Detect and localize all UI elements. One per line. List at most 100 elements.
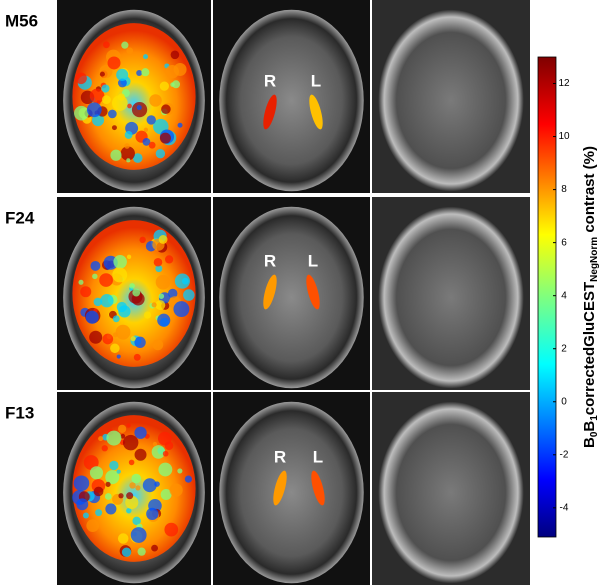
cest-blob bbox=[173, 301, 190, 318]
cest-blob bbox=[105, 503, 117, 515]
cest-blob bbox=[164, 255, 174, 264]
cest-blob bbox=[136, 105, 142, 111]
cest-blob bbox=[167, 288, 178, 299]
cest-blob bbox=[130, 527, 147, 543]
image-panel bbox=[372, 392, 530, 585]
cest-blob bbox=[155, 274, 171, 290]
cest-blob bbox=[78, 279, 84, 285]
cest-blob bbox=[126, 158, 131, 163]
colorbar-tick-label: 0 bbox=[561, 396, 567, 407]
cest-blob bbox=[157, 313, 171, 327]
cest-blob bbox=[149, 94, 162, 107]
cest-blob bbox=[95, 509, 103, 517]
cest-blob bbox=[101, 84, 110, 93]
cest-blob bbox=[73, 475, 90, 492]
cest-blob bbox=[159, 81, 169, 91]
cest-blob bbox=[134, 336, 146, 348]
colorbar-tick-label: -4 bbox=[560, 502, 569, 513]
cest-blob bbox=[143, 311, 152, 319]
cest-blob bbox=[93, 486, 104, 497]
cest-blob bbox=[155, 148, 166, 159]
cest-blob bbox=[124, 131, 133, 139]
cest-blob bbox=[158, 462, 173, 477]
cest-blob bbox=[130, 336, 136, 342]
cest-blob bbox=[92, 273, 98, 280]
colorbar-tick-label: 4 bbox=[561, 290, 567, 301]
roi-label: L bbox=[313, 447, 323, 466]
image-panel bbox=[372, 197, 530, 390]
cest-blob bbox=[135, 485, 141, 491]
image-panel bbox=[57, 197, 211, 390]
cest-blob bbox=[136, 70, 143, 77]
cest-blob bbox=[126, 508, 132, 514]
cest-blob bbox=[162, 450, 169, 457]
label-part: B bbox=[581, 421, 598, 432]
cest-blob bbox=[131, 473, 142, 484]
cest-blob bbox=[121, 41, 129, 49]
cest-blob bbox=[112, 315, 120, 323]
cest-blob bbox=[152, 339, 164, 351]
head bbox=[219, 9, 364, 192]
cest-blob bbox=[110, 343, 120, 354]
cest-blob bbox=[82, 512, 89, 519]
cest-blob bbox=[126, 423, 131, 428]
cest-blob bbox=[118, 305, 131, 318]
head bbox=[219, 206, 364, 389]
roi-label: L bbox=[311, 71, 321, 90]
cest-blob bbox=[155, 265, 163, 273]
roi bbox=[263, 94, 277, 130]
cest-blob bbox=[134, 448, 147, 461]
cest-blob bbox=[86, 519, 100, 532]
cest-blob bbox=[117, 533, 129, 544]
cest-blob bbox=[183, 289, 195, 301]
cest-blob bbox=[112, 332, 118, 338]
cest-blob bbox=[126, 47, 134, 55]
cest-blob bbox=[107, 56, 121, 70]
cest-blob bbox=[101, 445, 108, 452]
cest-blob bbox=[105, 470, 120, 485]
cest-blob bbox=[132, 288, 141, 297]
roi bbox=[311, 470, 325, 506]
cest-blob bbox=[106, 430, 122, 446]
cest-blob bbox=[111, 95, 128, 111]
row-label: M56 bbox=[5, 11, 38, 30]
cest-blob bbox=[141, 68, 150, 77]
cest-blob bbox=[105, 481, 111, 487]
cest-blob bbox=[103, 41, 110, 49]
colorbar-ticks: -4 -2 0 2 4 6 8 10 12 bbox=[553, 78, 570, 513]
cest-blob bbox=[98, 436, 104, 442]
cest-blob bbox=[118, 424, 127, 433]
cest-blob bbox=[117, 78, 127, 88]
cest-blob bbox=[101, 95, 111, 105]
cest-blob bbox=[155, 300, 166, 311]
cest-blob bbox=[116, 469, 121, 474]
cest-blob bbox=[152, 441, 158, 447]
head bbox=[219, 401, 364, 584]
cest-blob bbox=[165, 64, 180, 79]
colorbar-tick-label: 12 bbox=[558, 78, 570, 89]
cest-blob bbox=[157, 431, 172, 446]
cest-blob bbox=[170, 50, 180, 60]
cest-blob bbox=[158, 293, 165, 299]
cest-blob bbox=[132, 516, 141, 526]
colorbar-tick-label: -2 bbox=[560, 449, 569, 460]
cest-blob bbox=[126, 254, 132, 260]
roi bbox=[273, 470, 287, 506]
cest-blob bbox=[146, 507, 159, 521]
cest-blob bbox=[172, 80, 181, 89]
cest-blob bbox=[116, 68, 129, 81]
cest-blob bbox=[120, 433, 126, 439]
cest-blob bbox=[113, 255, 127, 269]
row-label: F24 bbox=[5, 208, 35, 227]
image-panel bbox=[57, 392, 211, 585]
cest-blob bbox=[102, 333, 114, 345]
label-part: NegNorm bbox=[589, 237, 600, 282]
colorbar-tick-label: 2 bbox=[561, 343, 567, 354]
cest-blob bbox=[89, 330, 103, 344]
cest-blob bbox=[85, 310, 99, 324]
cest-blob bbox=[92, 114, 105, 127]
cest-blob bbox=[80, 286, 92, 298]
